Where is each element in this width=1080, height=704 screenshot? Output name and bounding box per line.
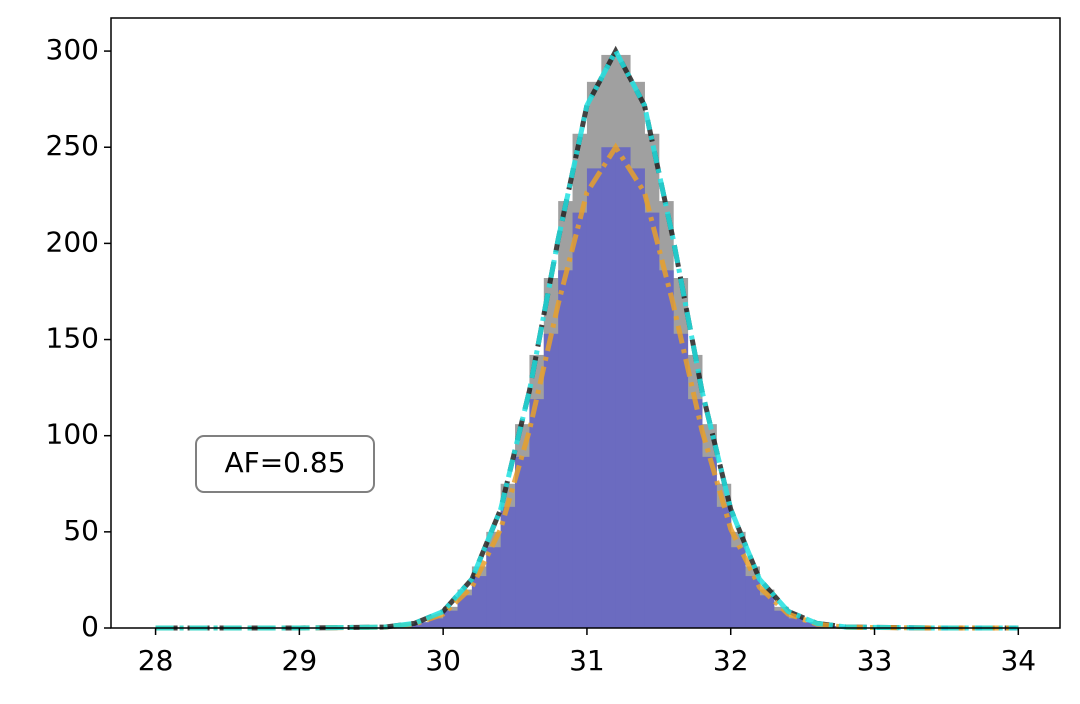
x-tick-label: 30 <box>425 644 461 677</box>
annotation: AF=0.85 <box>224 446 345 479</box>
histogram-bar <box>773 610 789 628</box>
histogram-bar <box>788 618 804 628</box>
y-tick-label: 200 <box>46 225 99 258</box>
histogram-bar <box>586 168 602 628</box>
histogram-bar <box>687 399 703 628</box>
histogram-bar <box>802 622 818 628</box>
y-tick-label: 50 <box>63 514 99 547</box>
histogram-bar <box>558 270 574 628</box>
histogram-bar <box>572 212 588 628</box>
y-tick-label: 300 <box>46 33 99 66</box>
histogram-bar <box>745 576 760 628</box>
histogram-bar <box>630 168 645 628</box>
y-tick-label: 250 <box>46 129 99 162</box>
fit-curve <box>155 45 1019 631</box>
histogram-bar <box>730 547 746 628</box>
axes-frame <box>110 17 1061 629</box>
histogram-bar <box>457 595 473 628</box>
fit-curve <box>155 142 1019 631</box>
x-tick-label: 34 <box>1000 644 1036 677</box>
plot-area <box>155 45 1019 631</box>
histogram-bar <box>529 399 545 628</box>
fit-curve <box>155 45 1019 631</box>
y-tick-label: 150 <box>46 322 99 355</box>
histogram-bar <box>515 456 530 628</box>
y-tick-label: 100 <box>46 418 99 451</box>
histogram-bar <box>701 456 717 628</box>
histogram-bar <box>759 595 775 628</box>
histogram-bar <box>716 506 732 628</box>
histogram-bar <box>471 576 487 628</box>
histogram-bar <box>414 622 430 628</box>
annotation-box <box>195 435 375 493</box>
x-tick-label: 29 <box>282 644 318 677</box>
histogram-bar <box>673 333 689 628</box>
histogram-bar <box>658 270 674 628</box>
y-tick-label: 0 <box>81 610 99 643</box>
histogram-bar <box>615 147 631 628</box>
x-tick-label: 32 <box>713 644 749 677</box>
histogram-bar <box>500 506 516 628</box>
histogram-bar <box>486 547 502 628</box>
histogram-bar <box>644 212 660 628</box>
histogram-bar <box>443 610 459 628</box>
histogram-bar <box>601 147 617 628</box>
x-tick-label: 31 <box>569 644 605 677</box>
histogram-bar <box>543 333 559 628</box>
histogram-bar <box>428 618 444 628</box>
x-tick-label: 33 <box>857 644 893 677</box>
x-tick-label: 28 <box>138 644 174 677</box>
